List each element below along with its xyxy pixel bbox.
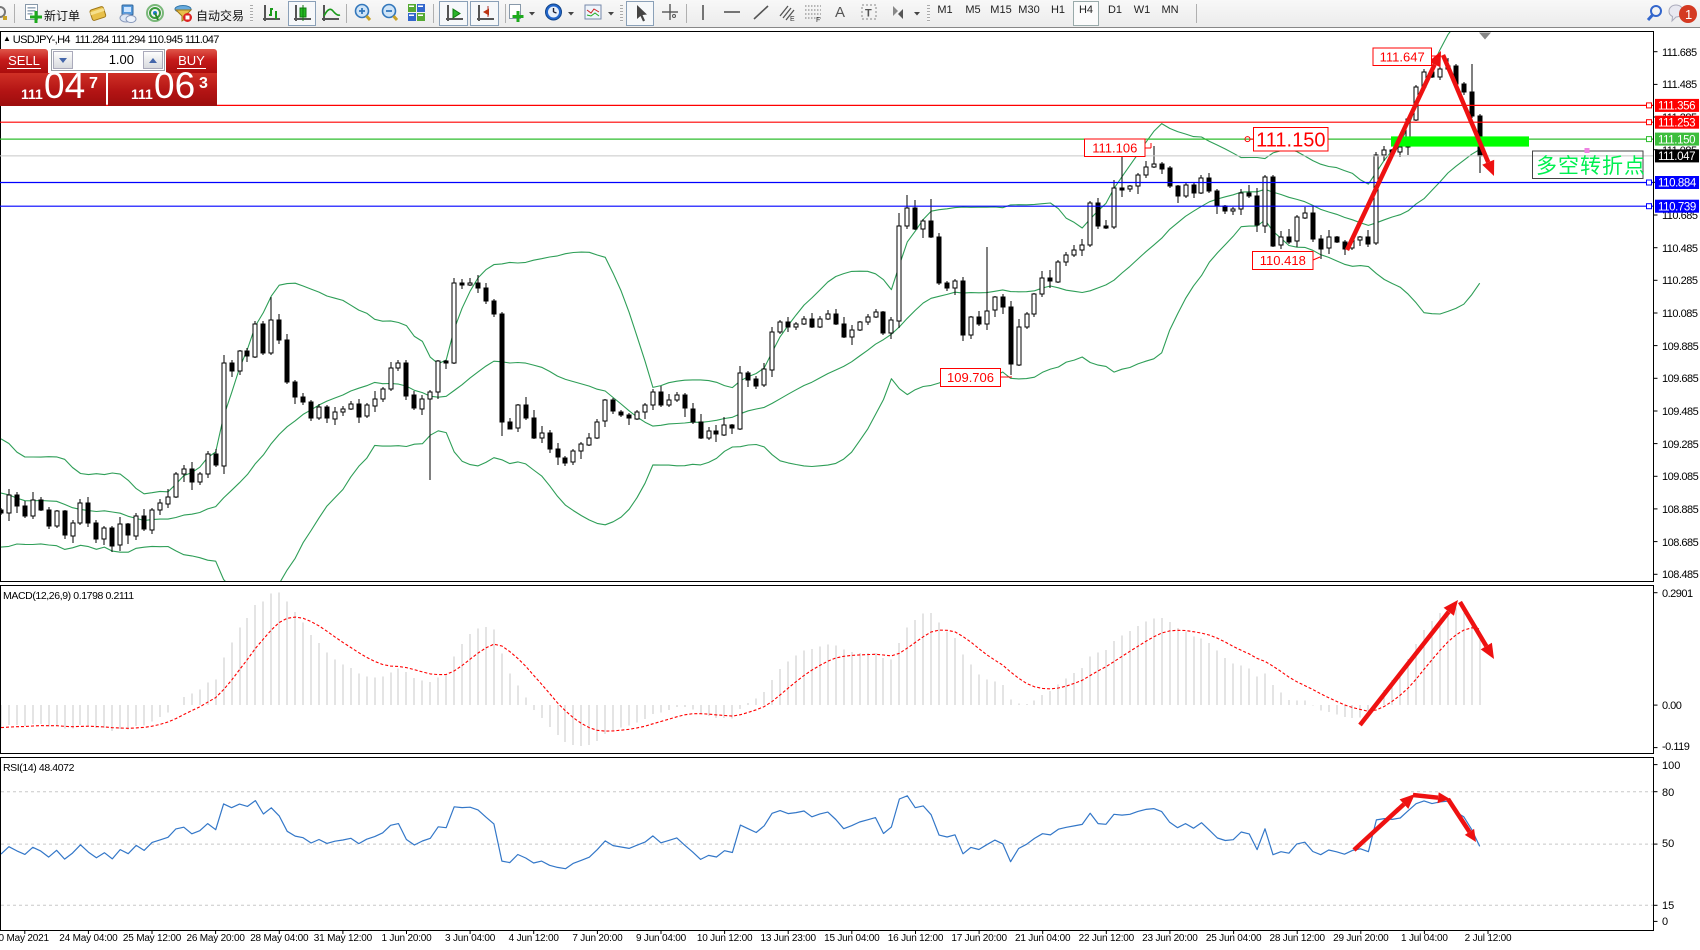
svg-text:2 Jul 12:00: 2 Jul 12:00	[1465, 933, 1512, 944]
svg-text:50: 50	[1662, 838, 1674, 850]
svg-text:109.706: 109.706	[947, 370, 994, 385]
svg-text:15: 15	[1662, 900, 1674, 912]
svg-text:110.085: 110.085	[1662, 308, 1698, 320]
svg-text:-0.119: -0.119	[1662, 741, 1690, 753]
svg-text:0.2901: 0.2901	[1662, 588, 1693, 600]
svg-text:7 Jun 20:00: 7 Jun 20:00	[572, 933, 623, 944]
svg-text:110.685: 110.685	[1662, 210, 1698, 222]
svg-text:1 Jun 20:00: 1 Jun 20:00	[381, 933, 432, 944]
svg-text:109.485: 109.485	[1662, 406, 1699, 418]
svg-text:MACD(12,26,9) 0.1798 0.2111: MACD(12,26,9) 0.1798 0.2111	[3, 590, 134, 602]
svg-text:0.00: 0.00	[1662, 700, 1682, 712]
svg-text:100: 100	[1662, 760, 1680, 772]
svg-text:110.485: 110.485	[1662, 243, 1698, 255]
svg-text:22 Jun 12:00: 22 Jun 12:00	[1079, 933, 1135, 944]
svg-text:109.885: 109.885	[1662, 341, 1699, 353]
svg-text:110.285: 110.285	[1662, 275, 1698, 287]
svg-text:110.418: 110.418	[1260, 253, 1306, 268]
svg-text:E: E	[790, 16, 795, 23]
svg-text:10 Jun 12:00: 10 Jun 12:00	[697, 933, 753, 944]
svg-text:26 May 20:00: 26 May 20:00	[186, 933, 245, 944]
svg-text:15 Jun 04:00: 15 Jun 04:00	[824, 933, 880, 944]
svg-text:20 May 2021: 20 May 2021	[0, 933, 49, 944]
svg-text:3 Jun 04:00: 3 Jun 04:00	[445, 933, 496, 944]
svg-text:110.739: 110.739	[1658, 201, 1696, 213]
svg-text:111.150: 111.150	[1256, 129, 1325, 151]
svg-text:111.685: 111.685	[1662, 47, 1697, 59]
svg-text:109.685: 109.685	[1662, 373, 1699, 385]
svg-text:1: 1	[1685, 7, 1692, 22]
svg-text:28 Jun 12:00: 28 Jun 12:00	[1269, 933, 1325, 944]
svg-text:RSI(14) 48.4072: RSI(14) 48.4072	[3, 762, 75, 774]
svg-text:29 Jun 20:00: 29 Jun 20:00	[1333, 933, 1389, 944]
svg-text:0: 0	[1662, 916, 1668, 928]
svg-text:108.885: 108.885	[1662, 504, 1699, 516]
svg-text:9 Jun 04:00: 9 Jun 04:00	[636, 933, 687, 944]
svg-text:111.356: 111.356	[1658, 101, 1695, 113]
svg-text:17 Jun 20:00: 17 Jun 20:00	[951, 933, 1007, 944]
svg-text:24 May 04:00: 24 May 04:00	[59, 933, 118, 944]
svg-text:4 Jun 12:00: 4 Jun 12:00	[509, 933, 560, 944]
svg-text:108.485: 108.485	[1662, 569, 1699, 581]
svg-text:80: 80	[1662, 787, 1674, 799]
svg-text:多空转折点: 多空转折点	[1536, 155, 1646, 178]
svg-text:108.685: 108.685	[1662, 537, 1699, 549]
svg-text:109.285: 109.285	[1662, 439, 1699, 451]
svg-text:111.647: 111.647	[1380, 49, 1425, 64]
svg-text:25 Jun 04:00: 25 Jun 04:00	[1206, 933, 1262, 944]
svg-text:25 May 12:00: 25 May 12:00	[123, 933, 182, 944]
svg-text:109.085: 109.085	[1662, 471, 1699, 483]
svg-text:111.485: 111.485	[1662, 79, 1697, 91]
svg-text:111.047: 111.047	[1658, 151, 1695, 163]
svg-text:110.884: 110.884	[1658, 178, 1697, 190]
svg-text:13 Jun 23:00: 13 Jun 23:00	[760, 933, 816, 944]
svg-text:31 May 12:00: 31 May 12:00	[314, 933, 373, 944]
svg-text:F: F	[816, 17, 820, 24]
svg-text:111.253: 111.253	[1658, 117, 1695, 129]
svg-text:16 Jun 12:00: 16 Jun 12:00	[888, 933, 944, 944]
svg-text:111.150: 111.150	[1658, 134, 1695, 146]
svg-text:1 Jul 04:00: 1 Jul 04:00	[1401, 933, 1448, 944]
svg-text:111.106: 111.106	[1092, 140, 1137, 155]
svg-text:T: T	[865, 8, 872, 20]
svg-text:23 Jun 20:00: 23 Jun 20:00	[1142, 933, 1198, 944]
svg-text:28 May 04:00: 28 May 04:00	[250, 933, 309, 944]
svg-text:21 Jun 04:00: 21 Jun 04:00	[1015, 933, 1071, 944]
